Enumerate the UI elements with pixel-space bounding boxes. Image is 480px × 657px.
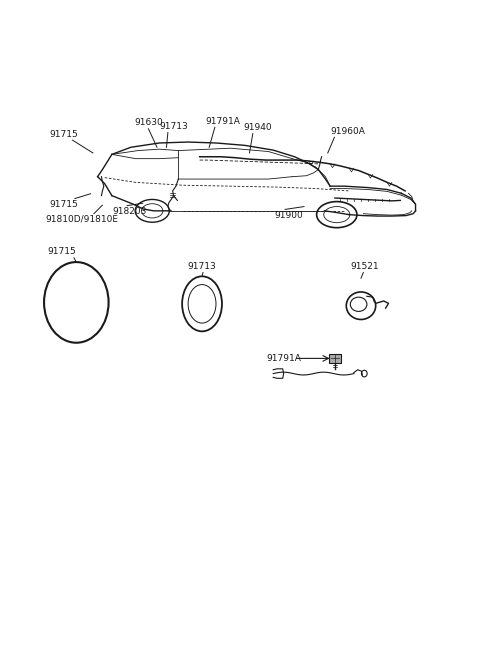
Text: 91900: 91900 [275,211,303,220]
Text: 91960A: 91960A [330,127,365,136]
Text: 91715: 91715 [48,248,77,256]
Text: 918203: 918203 [112,207,146,216]
Text: 91713: 91713 [188,262,216,271]
Text: 91715: 91715 [49,200,78,209]
FancyBboxPatch shape [329,353,341,363]
Text: 91940: 91940 [244,123,273,132]
Text: 91791A: 91791A [206,117,240,126]
Text: 91521: 91521 [350,262,379,271]
Text: 91713: 91713 [159,122,188,131]
Text: 91630: 91630 [135,118,163,127]
Text: 91810D/91810E: 91810D/91810E [46,215,119,223]
Text: 91715: 91715 [49,129,78,139]
Text: 91791A: 91791A [266,354,301,363]
